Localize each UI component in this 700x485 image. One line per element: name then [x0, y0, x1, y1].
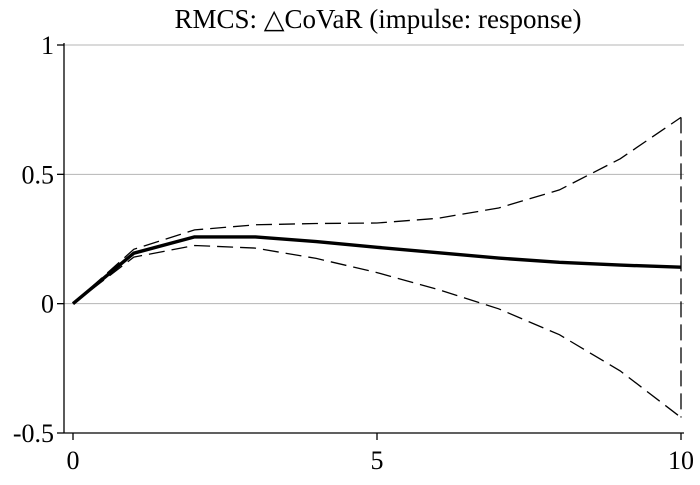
series-lower-band — [72, 244, 682, 419]
tick-labels: -0.500.510 5 10 — [13, 31, 694, 475]
grid-lines — [64, 44, 684, 434]
y-tick-label-2: 0.5 — [22, 160, 55, 189]
y-tick-label-3: 1 — [41, 31, 54, 60]
y-tick-label-0: -0.5 — [13, 419, 54, 448]
x-tick-label-0: 0 — [67, 446, 80, 475]
y-tick-label-1: 0 — [41, 290, 54, 319]
series-upper-band — [72, 116, 682, 305]
series-lines — [71, 116, 682, 419]
axes — [57, 43, 684, 440]
x-tick-label-1: 5 — [371, 446, 384, 475]
x-tick-label-2: 10 — [668, 446, 694, 475]
chart-title: RMCS: △CoVaR (impulse: response) — [174, 4, 581, 34]
series-irf — [71, 235, 682, 306]
